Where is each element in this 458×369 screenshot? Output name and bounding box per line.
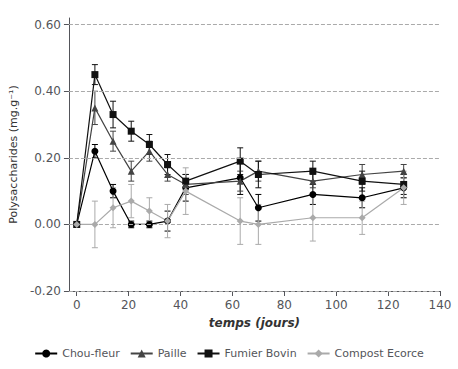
svg-text:0: 0	[73, 298, 81, 312]
svg-text:40: 40	[173, 298, 188, 312]
svg-text:-0.20: -0.20	[30, 284, 61, 298]
svg-text:0.00: 0.00	[34, 217, 61, 231]
svg-text:140: 140	[429, 298, 452, 312]
svg-text:80: 80	[277, 298, 292, 312]
svg-text:Chou-fleur: Chou-fleur	[62, 347, 120, 360]
svg-text:100: 100	[325, 298, 348, 312]
svg-text:0.40: 0.40	[34, 84, 61, 98]
svg-text:0.60: 0.60	[34, 18, 61, 32]
svg-text:temps (jours): temps (jours)	[209, 316, 300, 330]
svg-text:Compost Ecorce: Compost Ecorce	[335, 347, 424, 360]
svg-text:Fumier Bovin: Fumier Bovin	[225, 347, 297, 360]
svg-text:20: 20	[121, 298, 136, 312]
svg-text:120: 120	[377, 298, 400, 312]
svg-text:0.20: 0.20	[34, 151, 61, 165]
svg-text:Paille: Paille	[158, 347, 187, 360]
svg-text:Polysaccharides (mg.g⁻¹): Polysaccharides (mg.g⁻¹)	[7, 85, 20, 223]
svg-text:60: 60	[225, 298, 240, 312]
